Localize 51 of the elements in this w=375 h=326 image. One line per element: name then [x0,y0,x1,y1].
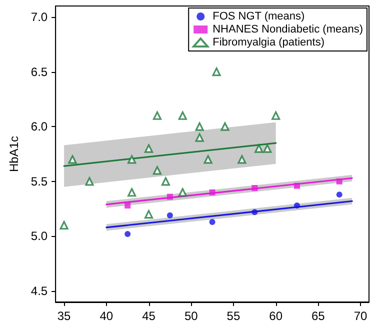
point [128,155,136,164]
x-tick-label: 45 [142,309,156,323]
point [124,231,131,238]
point [161,177,170,186]
point [166,212,173,218]
y-tick-label: 4.5 [30,284,48,298]
point [152,111,162,120]
point [336,192,342,198]
point [195,122,204,131]
point [272,111,280,120]
point [60,220,68,230]
point [178,188,187,197]
legend-label: NHANES Nondiabetic (means) [212,24,363,36]
point [252,184,258,191]
point [209,189,216,196]
point [68,155,77,164]
point [263,144,272,153]
y-axis-title: HbA1c [7,136,21,172]
point [238,155,246,164]
point [294,202,300,209]
y-tick-label: 5.5 [30,174,48,188]
point [212,67,221,76]
point [178,111,187,120]
x-tick-label: 70 [354,309,368,323]
x-tick-label: 65 [311,309,326,323]
y-tick-label: 6.0 [30,120,48,134]
y-tick-label: 5.0 [30,229,48,244]
point [204,155,212,164]
point [128,188,136,197]
point [85,177,94,186]
x-tick-label: 35 [57,309,72,323]
y-tick-label: 7.0 [30,10,48,24]
point [336,178,342,184]
x-tick-label: 50 [184,309,198,323]
point [220,122,230,131]
point [124,202,131,209]
point [209,218,216,225]
point [144,144,154,153]
point [195,133,204,142]
x-tick-label: 40 [100,309,114,323]
y-tick-label: 6.5 [30,64,48,79]
legend-label: FOS NGT (means) [212,10,305,22]
x-tick-label: 55 [226,309,240,323]
legend-label: Fibromyalgia (patients) [212,36,324,48]
point [252,209,258,216]
point [294,182,300,189]
point [152,166,162,175]
point [166,194,173,200]
point [254,144,264,153]
point [144,210,154,219]
x-tick-label: 60 [269,309,283,323]
